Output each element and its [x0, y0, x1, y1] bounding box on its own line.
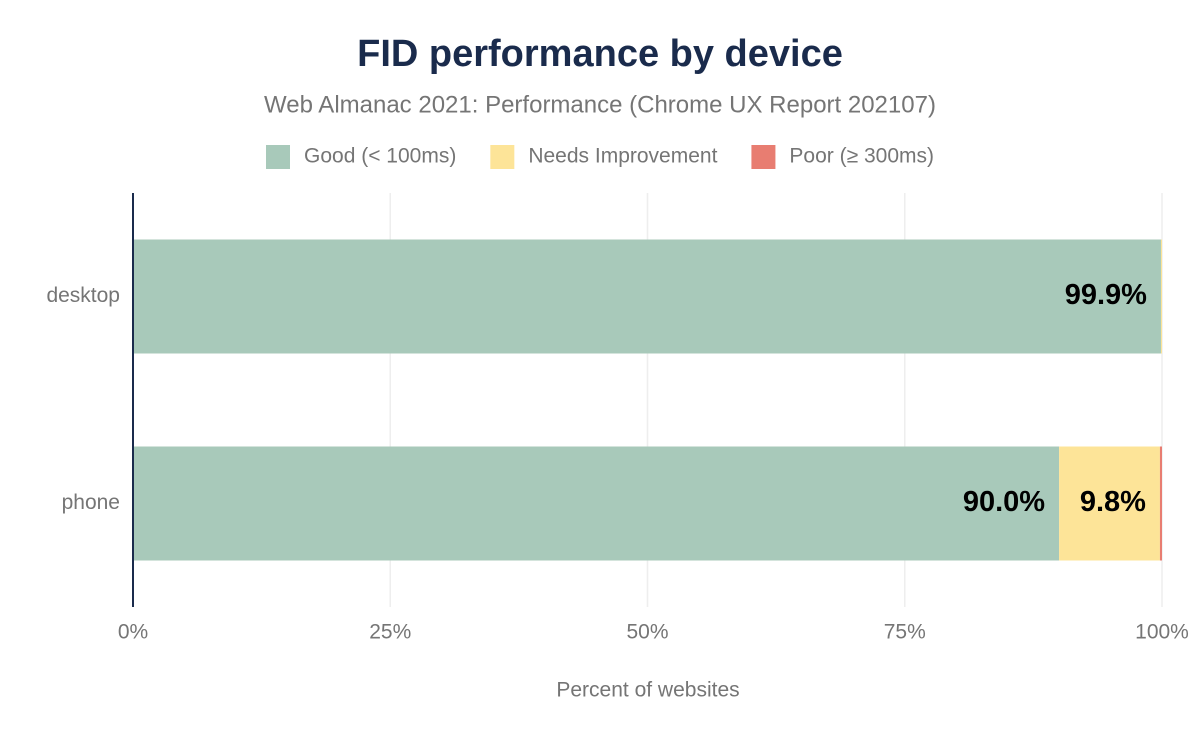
bar-segment: [1160, 239, 1162, 354]
bar-segment: [133, 446, 1060, 561]
x-tick-label: 0%: [118, 621, 148, 644]
y-tick-label: phone: [62, 491, 120, 514]
legend-label: Needs Improvement: [528, 145, 717, 168]
bar-segment: [1159, 446, 1162, 561]
value-label: 9.8%: [1080, 486, 1146, 518]
value-label: 99.9%: [1065, 279, 1147, 311]
x-axis-label: Percent of websites: [556, 679, 739, 702]
x-tick-label: 25%: [369, 621, 411, 644]
chart-title: FID performance by device: [357, 33, 843, 75]
bar-segment: [1059, 446, 1160, 561]
legend-swatch: [490, 145, 515, 169]
legend-swatch: [751, 145, 776, 169]
legend-swatch: [266, 145, 290, 169]
x-tick-label: 75%: [884, 621, 926, 644]
chart-subtitle: Web Almanac 2021: Performance (Chrome UX…: [264, 91, 936, 118]
x-tick-label: 100%: [1135, 621, 1189, 644]
legend-label: Good (< 100ms): [304, 145, 456, 168]
bar-segment: [133, 239, 1161, 354]
y-tick-label: desktop: [46, 284, 120, 307]
x-tick-label: 50%: [626, 621, 668, 644]
value-label: 90.0%: [963, 486, 1045, 518]
legend-label: Poor (≥ 300ms): [789, 145, 934, 168]
legend: Good (< 100ms) Needs Improvement Poor (≥ 3…: [266, 145, 934, 169]
